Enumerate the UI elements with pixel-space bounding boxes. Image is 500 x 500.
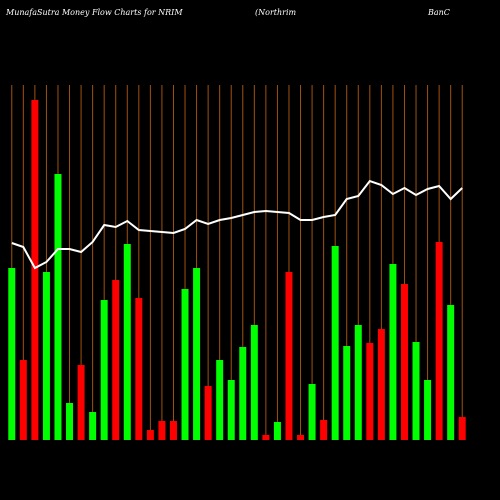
bar: [146, 430, 154, 440]
bar: [66, 403, 74, 440]
bar: [412, 342, 420, 440]
bar: [366, 343, 374, 440]
bar: [297, 435, 305, 440]
bar: [19, 360, 27, 440]
chart-title: MunafaSutra Money Flow Charts for NRIM: [5, 8, 183, 17]
bar: [227, 380, 235, 440]
bar: [458, 417, 466, 440]
bar: [377, 329, 385, 440]
bar: [320, 420, 328, 440]
bar: [435, 242, 443, 440]
bar: [54, 174, 62, 440]
bar: [89, 412, 97, 440]
bar: [273, 422, 281, 440]
bar: [424, 380, 432, 440]
bar: [123, 244, 131, 440]
bar: [8, 268, 16, 440]
bar: [400, 284, 408, 440]
bar: [77, 365, 85, 440]
bar: [100, 300, 108, 440]
bar: [250, 325, 258, 440]
bar: [42, 272, 50, 440]
chart-title: BanC: [427, 8, 450, 17]
bar: [31, 100, 39, 440]
bar: [112, 280, 120, 440]
bar: [193, 268, 201, 440]
bar: [181, 289, 189, 440]
bar: [135, 298, 143, 440]
bar: [204, 386, 212, 440]
bar: [262, 435, 270, 440]
bar: [389, 264, 397, 440]
bar: [285, 272, 293, 440]
bar: [447, 305, 455, 440]
money-flow-line: [11, 179, 463, 270]
bar: [239, 347, 247, 440]
bar: [343, 346, 351, 440]
bar: [158, 421, 166, 440]
bar: [216, 360, 224, 440]
bar: [308, 384, 316, 440]
bar: [331, 246, 339, 440]
chart-title: (Northrim: [255, 8, 297, 17]
bar: [169, 421, 177, 440]
bar: [354, 325, 362, 440]
